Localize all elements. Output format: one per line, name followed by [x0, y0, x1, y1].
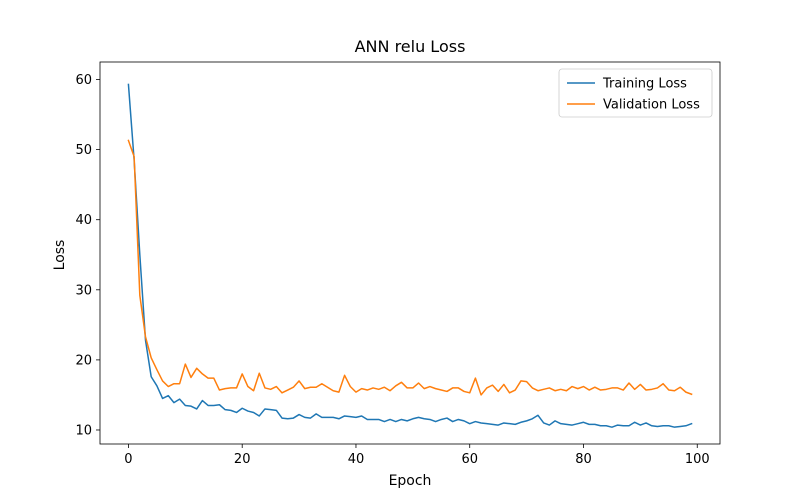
y-tick-label: 10 [75, 423, 92, 438]
y-tick-label: 20 [75, 353, 92, 368]
plot-frame [99, 61, 721, 445]
x-tick-label: 20 [234, 452, 251, 467]
series-line-validation-loss [127, 139, 693, 396]
series-line-training-loss [127, 83, 693, 428]
x-axis-label: Epoch [389, 473, 432, 489]
plot-area: 0 20 40 60 80 100 10 20 30 40 50 60 [75, 61, 721, 467]
legend-label-validation-loss: Validation Loss [603, 98, 700, 113]
y-tick-label: 60 [75, 73, 92, 88]
y-axis-label: Loss [52, 240, 68, 271]
y-tick-label: 30 [75, 283, 92, 298]
legend: Training Loss Validation Loss [558, 68, 713, 118]
y-tick-label: 50 [75, 143, 92, 158]
x-tick-label: 100 [685, 452, 710, 467]
legend-box [558, 68, 713, 118]
chart-title: ANN relu Loss [355, 37, 466, 56]
x-tick-label: 40 [348, 452, 365, 467]
x-tick-label: 0 [124, 452, 132, 467]
x-tick-label: 80 [575, 452, 592, 467]
legend-label-training-loss: Training Loss [602, 77, 687, 92]
y-tick-label: 40 [75, 213, 92, 228]
x-tick-label: 60 [461, 452, 478, 467]
